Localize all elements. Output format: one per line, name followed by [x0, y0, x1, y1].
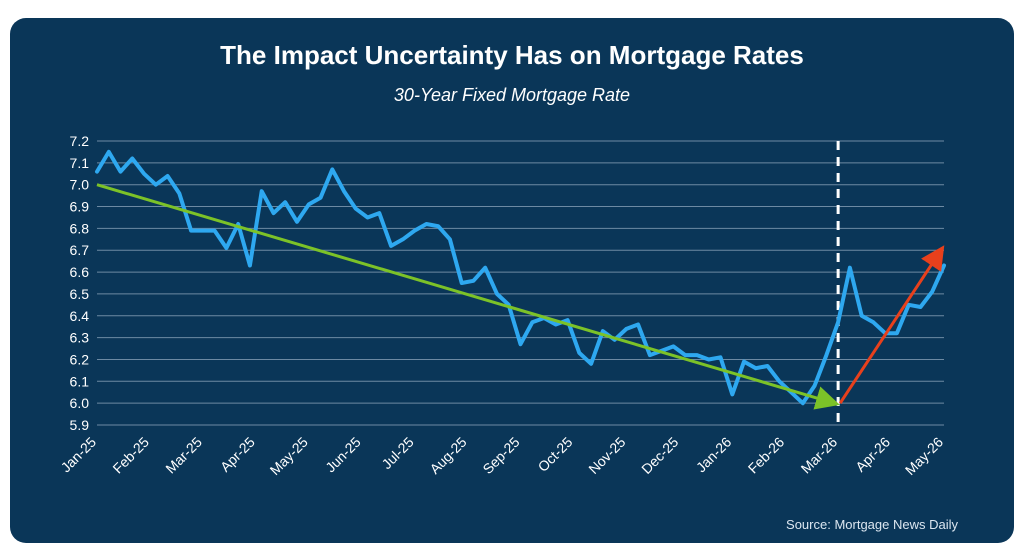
- x-tick-label: Oct-25: [535, 434, 576, 475]
- y-tick-label: 6.0: [70, 395, 90, 411]
- y-tick-label: 6.4: [70, 308, 90, 324]
- y-tick-label: 6.1: [70, 373, 90, 389]
- x-tick-label: May-26: [902, 434, 946, 478]
- y-tick-label: 6.6: [70, 264, 90, 280]
- y-tick-label: 7.1: [70, 155, 90, 171]
- x-tick-label: Sep-25: [479, 434, 522, 477]
- x-tick-label: Apr-25: [217, 434, 258, 475]
- y-tick-label: 6.5: [70, 286, 90, 302]
- x-tick-label: Mar-26: [798, 434, 841, 477]
- x-tick-label: Jan-26: [693, 434, 735, 476]
- source-note: Source: Mortgage News Daily: [786, 517, 958, 532]
- y-tick-label: 6.2: [70, 351, 90, 367]
- y-tick-label: 6.7: [70, 242, 90, 258]
- chart-subtitle: 30-Year Fixed Mortgage Rate: [393, 85, 631, 105]
- y-tick-label: 7.0: [70, 177, 90, 193]
- x-tick-label: May-25: [267, 434, 311, 478]
- x-tick-label: Jan-25: [58, 434, 100, 476]
- x-tick-label: Dec-25: [638, 434, 681, 477]
- x-tick-label: Nov-25: [585, 434, 628, 477]
- x-tick-label: Mar-25: [162, 434, 205, 477]
- x-tick-label: Feb-25: [109, 434, 152, 477]
- x-tick-label: Aug-25: [426, 434, 469, 477]
- y-tick-label: 5.9: [70, 417, 90, 433]
- series-line: [95, 149, 946, 406]
- y-tick-label: 7.2: [70, 133, 90, 149]
- x-tick-label: Jul-25: [378, 434, 416, 472]
- x-tick-label: Apr-26: [852, 434, 893, 475]
- y-tick-label: 6.3: [70, 330, 90, 346]
- chart-title: The Impact Uncertainty Has on Mortgage R…: [220, 40, 804, 70]
- trend-down-arrow: [96, 183, 840, 410]
- x-tick-label: Feb-26: [745, 434, 788, 477]
- trend-up-arrow: [838, 245, 945, 404]
- y-tick-label: 6.9: [70, 199, 90, 215]
- x-tick-label: Jun-25: [322, 434, 364, 476]
- y-tick-label: 6.8: [70, 220, 90, 236]
